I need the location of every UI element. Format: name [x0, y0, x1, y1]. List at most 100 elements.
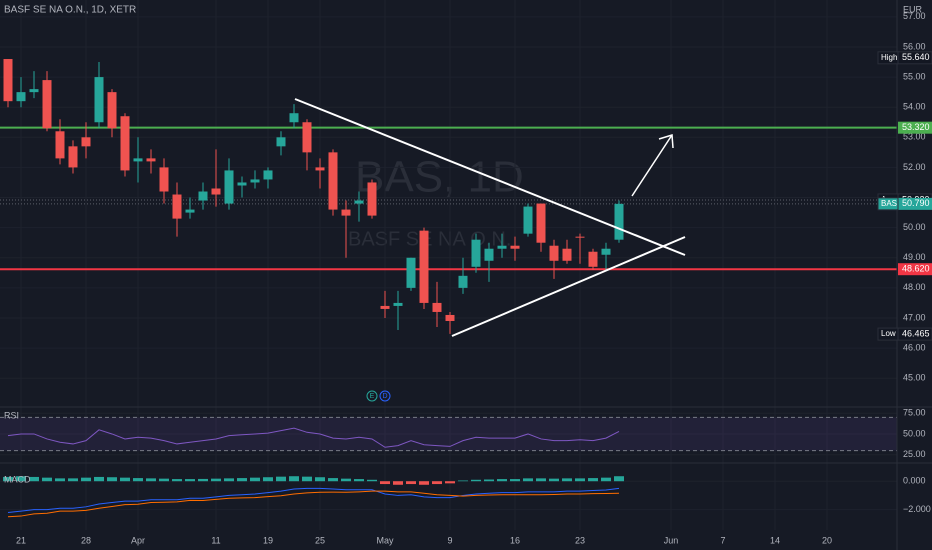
macd-histogram-bar	[42, 477, 52, 482]
y-tick-label: 57.00	[903, 11, 926, 21]
y-tick-label: 50.00	[903, 222, 926, 232]
trendline	[451, 236, 686, 337]
candle-body	[3, 59, 13, 102]
candle-body	[432, 302, 442, 312]
candle-body	[484, 248, 494, 261]
candle-body	[133, 158, 143, 162]
candle-body	[29, 89, 39, 93]
candle-body	[367, 182, 377, 216]
macd-histogram-bar	[146, 478, 156, 482]
macd-histogram-bar	[536, 478, 546, 482]
macd-histogram-bar	[3, 476, 13, 482]
y-tick-label: 55.00	[903, 71, 926, 81]
candle-body	[458, 275, 468, 288]
y-tick-label: 52.00	[903, 162, 926, 172]
macd-histogram-bar	[55, 478, 65, 482]
macd-histogram-bar	[224, 478, 234, 482]
candle-body	[42, 80, 52, 129]
macd-histogram-bar	[432, 481, 442, 485]
candle-body	[328, 152, 338, 210]
candle-body	[172, 194, 182, 219]
x-tick-label: 25	[315, 535, 325, 545]
y-tick-label: 50.00	[903, 428, 926, 438]
macd-histogram-bar	[445, 481, 455, 484]
macd-histogram-bar	[133, 478, 143, 482]
x-tick-label: 16	[510, 535, 520, 545]
candle-body	[198, 191, 208, 201]
drawings	[294, 98, 686, 337]
candle-body	[341, 209, 351, 216]
candle-body	[393, 302, 403, 306]
price-label-box	[898, 263, 932, 276]
macd-histogram-bar	[94, 476, 104, 482]
x-tick-label: May	[376, 535, 394, 545]
y-tick-label: 46.00	[903, 342, 926, 352]
macd-histogram-bar	[263, 477, 273, 482]
macd-histogram-bar	[237, 478, 247, 482]
event-icon[interactable]	[366, 390, 378, 402]
marks	[3, 59, 624, 518]
macd-histogram-bar	[510, 479, 520, 482]
x-tick-label: 20	[822, 535, 832, 545]
pane-title: RSI	[4, 410, 19, 420]
price-label-name: High	[881, 53, 897, 62]
macd-histogram-bar	[588, 478, 598, 482]
x-tick-label: 11	[211, 535, 220, 545]
macd-histogram-bar	[380, 481, 390, 485]
candle-body	[601, 248, 611, 255]
price-label-box	[898, 121, 932, 134]
arrow-head	[658, 134, 674, 149]
y-tick-label: 56.00	[903, 41, 926, 51]
trendline	[294, 98, 686, 256]
price-label-box	[898, 197, 932, 210]
price-label-name: Low	[881, 329, 896, 338]
candle-body	[146, 158, 156, 162]
candle-body	[536, 203, 546, 243]
x-tick-label: Apr	[131, 535, 145, 545]
candle-body	[614, 203, 624, 240]
macd-histogram-bar	[549, 478, 559, 482]
macd-histogram-bar	[211, 478, 221, 482]
x-tick-label: 21	[16, 535, 26, 545]
price-label: 50.790	[902, 198, 930, 208]
candle-body	[562, 248, 572, 261]
macd-histogram-bar	[107, 477, 117, 482]
macd-histogram-bar	[68, 478, 78, 482]
macd-histogram-bar	[562, 478, 572, 482]
candle-body	[575, 236, 585, 238]
macd-histogram-bar	[575, 478, 585, 482]
candle-body	[406, 257, 416, 288]
candle-body	[380, 305, 390, 309]
y-tick-label: 75.00	[903, 408, 926, 418]
candle-body	[354, 200, 364, 204]
macd-histogram-bar	[276, 476, 286, 482]
y-tick-label: 54.00	[903, 102, 926, 112]
y-tick-label: 0.000	[903, 476, 926, 486]
candle-body	[588, 251, 598, 267]
macd-histogram-bar	[198, 478, 208, 482]
candle-body	[250, 179, 260, 183]
macd-histogram-bar	[172, 479, 182, 482]
macd-histogram-bar	[315, 477, 325, 482]
macd-histogram-bar	[367, 479, 377, 482]
candle-body	[289, 113, 299, 123]
macd-histogram-bar	[185, 479, 195, 482]
x-tick-label: 7	[720, 535, 725, 545]
y-tick-label: 49.00	[903, 252, 926, 262]
macd-histogram-bar	[419, 481, 429, 485]
rsi-band	[0, 417, 897, 451]
watermark-subtitle: BASF SE NA O.N.	[348, 228, 511, 250]
macd-histogram-bar	[458, 480, 468, 482]
signal-line	[7, 490, 620, 518]
currency: EUR	[903, 4, 923, 14]
event-icon[interactable]	[379, 390, 391, 402]
macd-histogram-bar	[471, 479, 481, 482]
x-tick-label: Jun	[664, 535, 679, 545]
y-tick-label: 45.00	[903, 373, 926, 383]
price-label-name-box	[877, 327, 899, 341]
chart-title: BASF SE NA O.N., 1D, XETR	[4, 5, 136, 16]
macd-histogram-bar	[302, 476, 312, 482]
candle-body	[419, 230, 429, 303]
